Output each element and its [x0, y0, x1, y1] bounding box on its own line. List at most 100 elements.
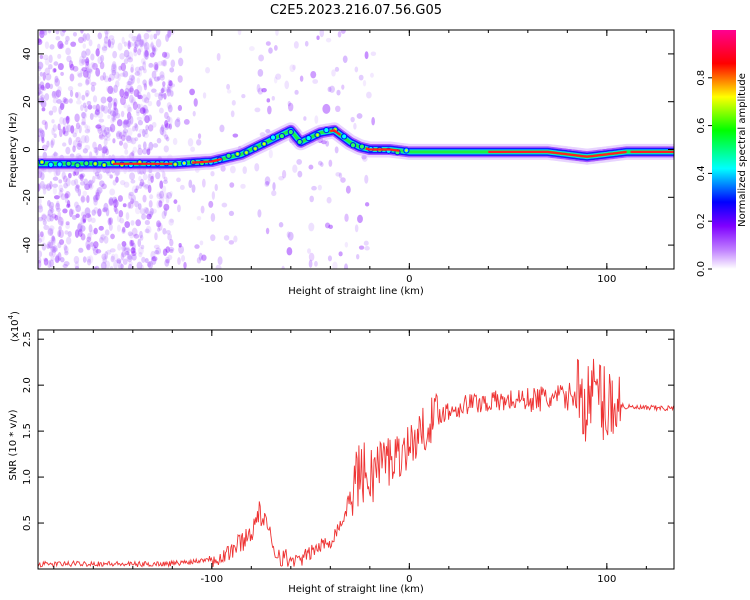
noise-speckle: [38, 66, 42, 72]
noise-speckle: [92, 95, 98, 103]
noise-speckle: [53, 68, 57, 73]
noise-speckle: [134, 122, 138, 129]
noise-speckle: [163, 92, 167, 100]
noise-speckle: [308, 252, 315, 262]
ridge-peak: [269, 134, 277, 141]
noise-speckle: [140, 58, 146, 65]
noise-speckle: [275, 73, 282, 80]
noise-speckle: [121, 134, 126, 142]
noise-speckle: [110, 117, 115, 125]
snr-x-tick-label: 0: [406, 574, 412, 585]
noise-speckle: [95, 67, 101, 77]
noise-speckle: [122, 121, 128, 129]
noise-speckle: [165, 259, 171, 264]
noise-speckle: [60, 257, 65, 263]
noise-speckle: [137, 68, 143, 77]
noise-speckle: [271, 96, 275, 101]
noise-speckle: [113, 71, 120, 79]
colorbar-gradient: [712, 30, 736, 269]
noise-speckle: [95, 249, 102, 254]
noise-speckle: [85, 76, 91, 85]
noise-speckle: [168, 80, 173, 87]
noise-speckle: [358, 74, 364, 81]
noise-speckle: [127, 78, 134, 86]
noise-speckle: [95, 146, 99, 156]
noise-speckle: [161, 210, 167, 220]
noise-speckle: [57, 86, 62, 93]
noise-speckle: [51, 119, 55, 124]
noise-speckle: [136, 103, 141, 109]
noise-speckle: [142, 68, 147, 74]
noise-speckle: [95, 189, 101, 197]
noise-speckle: [256, 83, 261, 93]
noise-speckle: [130, 137, 137, 145]
ridge-peak-core: [94, 162, 97, 165]
noise-speckle: [111, 253, 116, 261]
noise-speckle: [113, 84, 118, 93]
noise-speckle: [110, 63, 117, 72]
noise-speckle: [54, 75, 59, 83]
noise-speckle: [115, 176, 119, 183]
noise-speckle: [66, 124, 72, 133]
noise-speckle: [88, 224, 93, 233]
noise-speckle: [364, 174, 369, 184]
noise-speckle: [159, 74, 165, 81]
noise-speckle: [51, 246, 57, 254]
noise-speckle: [88, 183, 94, 190]
noise-speckle: [65, 116, 70, 121]
noise-speckle: [80, 68, 84, 74]
noise-speckle: [110, 233, 115, 240]
noise-speckle: [136, 77, 141, 84]
noise-speckle: [47, 199, 51, 207]
noise-speckle: [143, 132, 149, 139]
noise-speckle: [131, 227, 138, 237]
noise-speckle: [48, 63, 53, 70]
noise-speckle: [43, 258, 49, 266]
noise-speckle: [124, 243, 128, 251]
noise-speckle: [95, 188, 100, 197]
noise-speckle: [141, 94, 148, 103]
noise-speckle: [156, 200, 162, 209]
noise-speckle: [145, 47, 151, 56]
noise-speckle: [64, 40, 69, 45]
noise-speckle: [57, 53, 62, 59]
noise-speckle: [78, 58, 85, 67]
noise-speckle: [112, 138, 116, 144]
noise-speckle: [107, 126, 113, 132]
noise-speckle: [65, 35, 70, 42]
noise-speckle: [142, 128, 146, 138]
noise-speckle: [319, 30, 325, 38]
noise-speckle: [103, 41, 108, 48]
noise-speckle: [161, 59, 167, 67]
noise-speckle: [109, 188, 116, 196]
noise-speckle: [109, 87, 116, 95]
noise-speckle: [327, 255, 332, 262]
noise-speckle: [40, 130, 46, 139]
noise-speckle: [226, 89, 232, 94]
noise-speckle: [129, 74, 135, 81]
noise-speckle: [97, 56, 103, 65]
noise-speckle: [162, 227, 167, 235]
noise-speckle: [77, 222, 83, 232]
noise-speckle: [69, 90, 74, 98]
noise-speckle: [105, 148, 109, 156]
noise-speckle: [53, 133, 57, 139]
noise-speckle: [79, 173, 84, 182]
noise-speckle: [267, 105, 272, 115]
noise-speckle: [127, 263, 133, 269]
noise-speckle: [65, 177, 71, 187]
noise-speckle: [108, 217, 114, 225]
noise-speckle: [117, 195, 123, 202]
noise-speckle: [95, 48, 100, 57]
noise-speckle: [49, 44, 55, 50]
noise-speckle: [80, 30, 84, 34]
noise-speckle: [189, 88, 196, 96]
noise-speckle: [63, 245, 69, 254]
noise-speckle: [44, 121, 48, 130]
colorbar-tick-label: 0.0: [696, 261, 707, 277]
noise-speckle: [162, 170, 166, 179]
noise-speckle: [62, 117, 67, 126]
noise-speckle: [87, 180, 93, 187]
noise-speckle: [142, 113, 147, 122]
noise-speckle: [137, 147, 143, 156]
